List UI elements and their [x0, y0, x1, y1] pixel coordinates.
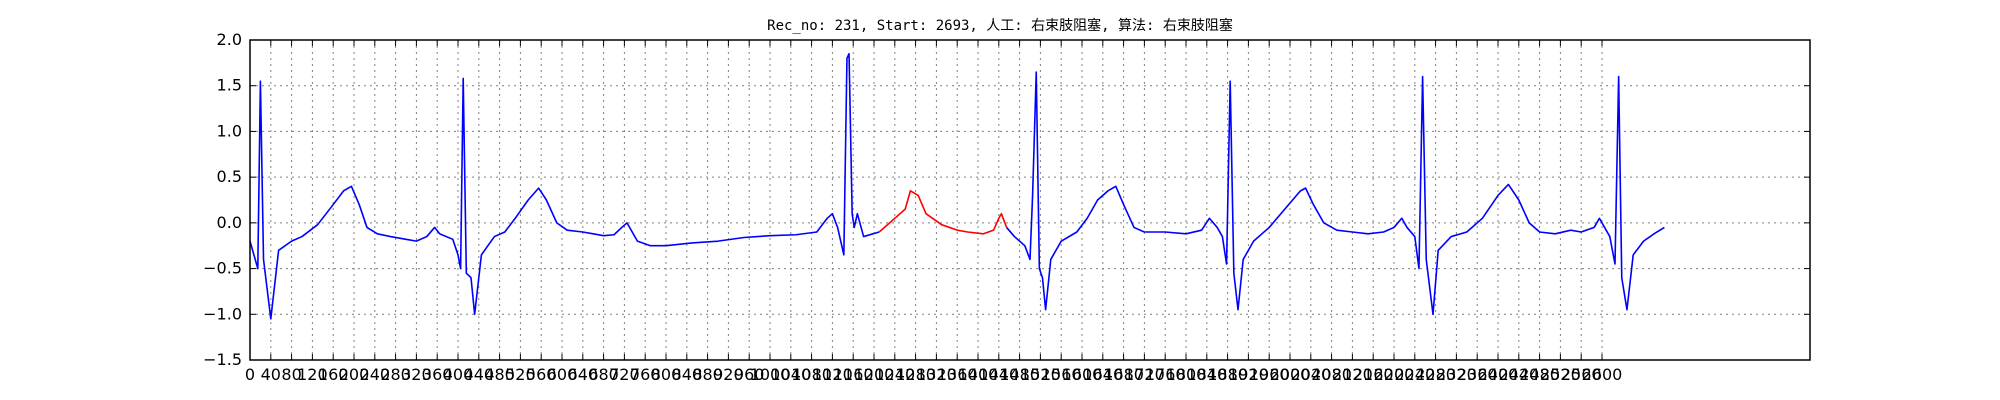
x-tick-label: 0	[245, 365, 255, 384]
ecg-segment	[1005, 71, 1665, 316]
x-tick-label: 400	[443, 365, 474, 384]
x-tick-label: 120	[297, 365, 328, 384]
x-tick-label: 2280	[1415, 365, 1456, 384]
x-tick-label: 2080	[1311, 365, 1352, 384]
x-tick-label: 1600	[1062, 365, 1103, 384]
x-tick-label: 1360	[937, 365, 978, 384]
x-tick-label: 1480	[999, 365, 1040, 384]
x-tick-label: 2480	[1519, 365, 1560, 384]
x-tick-label: 2000	[1270, 365, 1311, 384]
x-tick-label: 280	[380, 365, 411, 384]
grid-layer	[250, 40, 1810, 360]
x-tick-label: 760	[630, 365, 661, 384]
y-tick-label: 0.0	[217, 213, 242, 232]
x-tick-label: 80	[281, 365, 301, 384]
x-tick-label: 1400	[958, 365, 999, 384]
x-tick-label: 200	[339, 365, 370, 384]
ecg-segment	[249, 52, 880, 320]
x-tick-label: 2400	[1478, 365, 1519, 384]
x-tick-label: 800	[651, 365, 682, 384]
x-tick-label: 1680	[1103, 365, 1144, 384]
x-tick-label: 2200	[1374, 365, 1415, 384]
x-tick-label: 2160	[1353, 365, 1394, 384]
x-tick-label: 1520	[1020, 365, 1061, 384]
y-tick-label: 0.5	[217, 167, 242, 186]
x-tick-label: 600	[547, 365, 578, 384]
x-tick-label: 1880	[1207, 365, 1248, 384]
x-tick-label: 40	[261, 365, 281, 384]
x-tick-label: 2560	[1561, 365, 1602, 384]
ecg-series	[249, 52, 1665, 320]
x-tick-label: 1720	[1124, 365, 1165, 384]
x-tick-label: 440	[464, 365, 495, 384]
y-axis: −1.5 −1.0 −0.5 0.0 0.5 1.0 1.5 2.0	[203, 30, 1810, 369]
x-tick-label: 2600	[1582, 365, 1623, 384]
y-tick-label: 1.5	[217, 76, 242, 95]
x-tick-label: 160	[318, 365, 349, 384]
x-tick-label: 2440	[1498, 365, 1539, 384]
y-tick-label: −0.5	[203, 259, 242, 278]
x-tick-label: 960	[734, 365, 765, 384]
x-tick-label: 480	[484, 365, 515, 384]
x-tick-label: 720	[609, 365, 640, 384]
x-tick-label: 1040	[770, 365, 811, 384]
x-tick-label: 920	[713, 365, 744, 384]
x-tick-label: 2120	[1332, 365, 1373, 384]
x-tick-label: 2520	[1540, 365, 1581, 384]
y-tick-label: −1.5	[203, 350, 242, 369]
x-tick-label: 1080	[791, 365, 832, 384]
x-tick-label: 360	[422, 365, 453, 384]
x-tick-label: 240	[360, 365, 391, 384]
x-tick-label: 1280	[895, 365, 936, 384]
x-tick-label: 560	[526, 365, 557, 384]
x-tick-label: 1440	[978, 365, 1019, 384]
plot-frame	[249, 39, 1811, 361]
x-tick-label: 880	[692, 365, 723, 384]
x-tick-label: 680	[588, 365, 619, 384]
y-tick-label: −1.0	[203, 304, 242, 323]
x-tick-label: 1760	[1145, 365, 1186, 384]
x-tick-label: 1960	[1249, 365, 1290, 384]
chart-title: Rec_no: 231, Start: 2693, 人工: 右束肢阻塞, 算法:…	[767, 17, 1233, 34]
x-tick-label: 1800	[1166, 365, 1207, 384]
ecg-segment-highlighted	[878, 190, 1008, 235]
x-tick-label: 1560	[1041, 365, 1082, 384]
x-tick-label: 1840	[1186, 365, 1227, 384]
x-tick-label: 1160	[833, 365, 874, 384]
y-tick-label: 2.0	[217, 30, 242, 49]
x-axis: 0 40 8012016020024028032036040044048052056…	[245, 40, 1622, 384]
x-tick-label: 2360	[1457, 365, 1498, 384]
y-tick-label: 1.0	[217, 121, 242, 140]
x-tick-label: 2040	[1290, 365, 1331, 384]
x-tick-label: 320	[401, 365, 432, 384]
x-tick-label: 1120	[812, 365, 853, 384]
x-tick-label: 1240	[874, 365, 915, 384]
x-tick-label: 1640	[1082, 365, 1123, 384]
x-tick-label: 1200	[854, 365, 895, 384]
x-tick-label: 840	[672, 365, 703, 384]
x-tick-label: 640	[568, 365, 599, 384]
x-tick-label: 1920	[1228, 365, 1269, 384]
x-tick-label: 1000	[750, 365, 791, 384]
x-tick-label: 2320	[1436, 365, 1477, 384]
x-tick-label: 520	[505, 365, 536, 384]
x-tick-label: 2240	[1394, 365, 1435, 384]
x-tick-label: 1320	[916, 365, 957, 384]
